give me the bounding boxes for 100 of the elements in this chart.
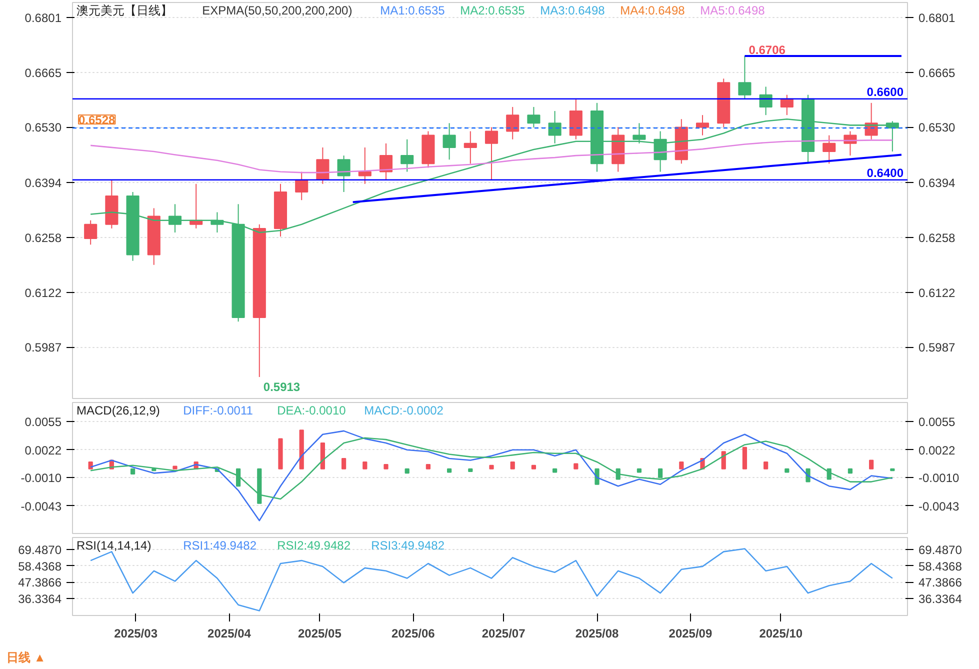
candlestick bbox=[696, 114, 710, 136]
y-tick-label: 0.6258 bbox=[24, 230, 62, 245]
candlestick bbox=[295, 171, 308, 201]
y-tick-label: 69.4870 bbox=[18, 542, 62, 557]
x-tick-label: 2025/08 bbox=[575, 626, 620, 640]
candlestick bbox=[484, 126, 498, 180]
chart-title: RSI(14,14,14) bbox=[76, 538, 152, 552]
bar bbox=[636, 468, 642, 473]
bar bbox=[531, 464, 536, 470]
y-tick-label: -0.0043 bbox=[20, 499, 62, 514]
bar bbox=[721, 451, 726, 470]
y2-tick-label: 47.3866 bbox=[918, 576, 962, 590]
candlestick bbox=[464, 130, 477, 164]
y2-tick-label: 0.6394 bbox=[918, 176, 956, 190]
candlestick bbox=[337, 155, 350, 192]
candlestick bbox=[442, 122, 456, 160]
x-tick-label: 2025/06 bbox=[391, 626, 436, 640]
annotation: RSI2:49.9482 bbox=[277, 538, 351, 552]
bar bbox=[341, 458, 346, 470]
candlestick bbox=[632, 122, 646, 144]
annotation: MA2:0.6535 bbox=[460, 4, 526, 18]
annotation: EXPMA(50,50,200,200,200) bbox=[202, 4, 352, 18]
bar bbox=[574, 463, 578, 470]
bar bbox=[299, 430, 304, 470]
bar bbox=[404, 468, 410, 474]
candlestick bbox=[759, 86, 772, 116]
annotation: MA3:0.6498 bbox=[540, 4, 606, 18]
bar bbox=[172, 466, 178, 470]
y2-tick-label: 0.6801 bbox=[918, 10, 956, 25]
candlestick bbox=[822, 134, 836, 164]
ref-line-label: 0.6600 bbox=[866, 84, 904, 99]
y2-tick-label: 0.5987 bbox=[918, 340, 956, 355]
x-tick-label: 2025/04 bbox=[208, 626, 252, 640]
annotation: 0.6706 bbox=[748, 42, 786, 57]
chart-title: 澳元美元【日线】 bbox=[76, 4, 172, 18]
bar bbox=[848, 468, 853, 474]
text: 日线 ▲ bbox=[6, 650, 46, 664]
bar bbox=[742, 446, 748, 470]
y-tick-label: 0.6801 bbox=[24, 10, 62, 25]
x-tick-label: 2025/03 bbox=[114, 626, 158, 640]
candlestick bbox=[506, 106, 520, 140]
line-series bbox=[90, 430, 894, 522]
bar bbox=[426, 464, 431, 470]
annotation: MA1:0.6535 bbox=[380, 4, 446, 18]
y2-tick-label: -0.0043 bbox=[918, 499, 960, 514]
candlestick bbox=[358, 146, 372, 184]
annotation: RSI3:49.9482 bbox=[371, 538, 445, 552]
annotation: RSI1:49.9482 bbox=[183, 538, 257, 552]
y2-tick-label: 0.6665 bbox=[918, 66, 956, 80]
bar bbox=[679, 461, 684, 470]
x-tick-label: 2025/09 bbox=[668, 626, 712, 640]
y2-tick-label: 0.0055 bbox=[918, 414, 956, 429]
annotation: DIFF:-0.0011 bbox=[183, 404, 254, 418]
x-tick-label: 2025/05 bbox=[298, 626, 342, 640]
annotation: MA4:0.6498 bbox=[620, 4, 686, 18]
candlestick bbox=[738, 55, 752, 100]
bar bbox=[764, 461, 768, 470]
y-tick-label: 0.6665 bbox=[24, 66, 62, 80]
y2-tick-label: 0.0022 bbox=[918, 443, 956, 458]
candlestick bbox=[527, 106, 540, 128]
y2-tick-label: 58.4368 bbox=[918, 559, 962, 574]
candlestick bbox=[84, 220, 98, 246]
x-tick-label: 2025/10 bbox=[759, 626, 803, 640]
y-tick-label: -0.0010 bbox=[20, 470, 62, 485]
y2-tick-label: -0.0010 bbox=[918, 470, 960, 485]
candlestick bbox=[400, 138, 414, 172]
y2-tick-label: 0.6258 bbox=[918, 230, 956, 245]
ref-line-label: 0.6400 bbox=[866, 166, 904, 180]
bar bbox=[384, 464, 388, 470]
bar bbox=[446, 468, 452, 473]
annotation: DEA:-0.0010 bbox=[277, 404, 346, 418]
annotation: 0.5913 bbox=[263, 380, 300, 394]
candlestick bbox=[844, 130, 857, 156]
line-series bbox=[90, 437, 894, 500]
x-tick-label: 2025/07 bbox=[482, 626, 526, 640]
bar bbox=[869, 460, 874, 470]
y2-tick-label: 36.3364 bbox=[918, 592, 962, 606]
y-tick-label: 36.3364 bbox=[18, 592, 62, 606]
y2-tick-label: 0.6122 bbox=[918, 286, 956, 300]
y-tick-label: 0.0022 bbox=[24, 443, 62, 458]
bar bbox=[658, 468, 663, 478]
bar bbox=[468, 468, 473, 472]
y-tick-label: 0.6530 bbox=[24, 120, 62, 135]
y-tick-label: 58.4368 bbox=[18, 559, 62, 574]
annotation: MACD:-0.0002 bbox=[364, 404, 444, 418]
bar bbox=[552, 468, 558, 473]
y-tick-label: 0.6394 bbox=[24, 176, 62, 190]
y-tick-label: 47.3866 bbox=[18, 576, 62, 590]
bar bbox=[130, 468, 136, 475]
candlestick bbox=[379, 142, 393, 180]
bar bbox=[489, 464, 494, 470]
bar bbox=[278, 438, 283, 470]
bar bbox=[88, 461, 93, 470]
bar bbox=[320, 442, 326, 470]
y2-tick-label: 69.4870 bbox=[918, 542, 962, 557]
bar bbox=[784, 468, 790, 473]
annotation: MA5:0.6498 bbox=[700, 4, 766, 18]
bar bbox=[362, 461, 368, 470]
chart-title: MACD(26,12,9) bbox=[76, 404, 160, 418]
y2-tick-label: 0.6530 bbox=[918, 120, 956, 135]
